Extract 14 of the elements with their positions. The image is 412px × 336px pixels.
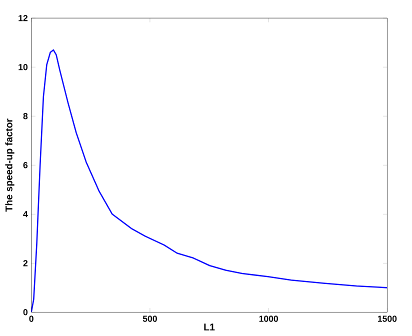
- line-series: [31, 49, 388, 312]
- x-tick-label: 0: [29, 316, 34, 322]
- x-tick-label: 1000: [259, 316, 278, 322]
- y-axis-title: The speed-up factor: [5, 118, 14, 212]
- y-tick-label: 8: [23, 113, 28, 120]
- y-tick-label: 4: [23, 211, 28, 218]
- x-tick-label: 1500: [378, 316, 397, 322]
- y-tick-label: 12: [18, 15, 28, 22]
- x-tick-label: 500: [142, 316, 157, 322]
- y-tick-label: 10: [18, 64, 28, 70]
- x-axis-title: L1: [204, 324, 215, 331]
- y-tick-label: 2: [23, 260, 28, 266]
- y-tick-label: 0: [23, 309, 28, 316]
- y-tick-label: 6: [23, 162, 28, 168]
